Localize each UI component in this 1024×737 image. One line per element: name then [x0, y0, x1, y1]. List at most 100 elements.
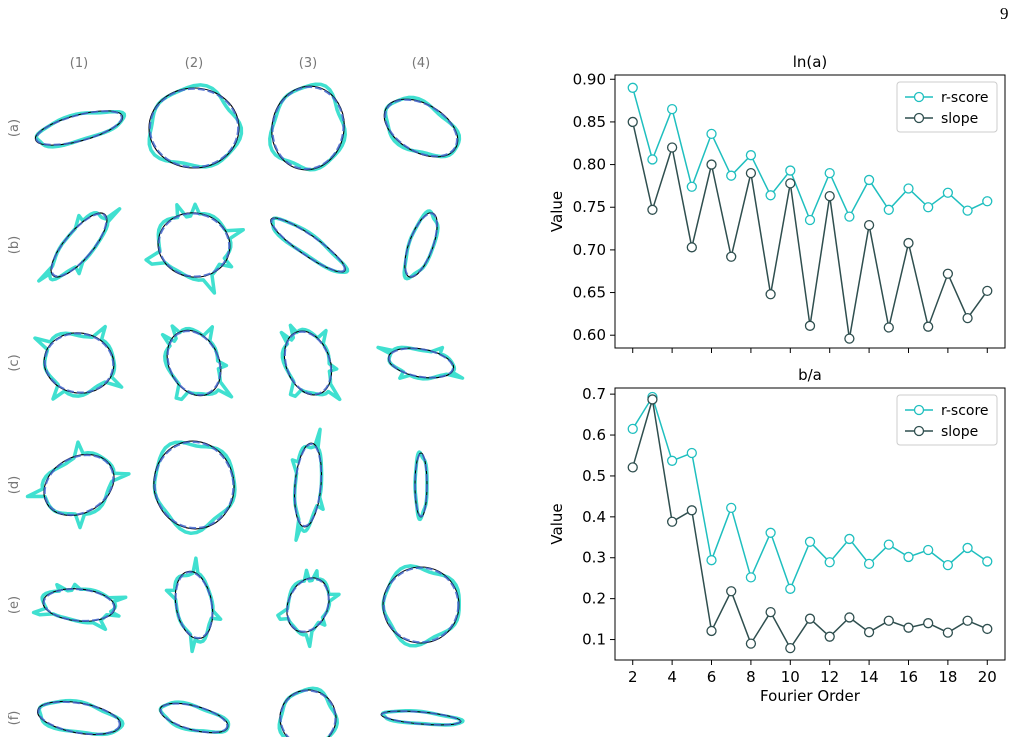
series-point-r-score — [923, 202, 934, 213]
y-axis-label: Value — [548, 191, 566, 232]
series-point-slope — [804, 613, 816, 624]
series-point-slope — [923, 321, 934, 332]
y-tick-label: 0.5 — [582, 467, 606, 485]
series-point-slope — [686, 505, 697, 516]
cell-fourier-fit — [283, 330, 333, 396]
column-label: (3) — [299, 56, 317, 71]
y-axis-label: Value — [548, 503, 566, 544]
cell-fourier-fit — [271, 86, 345, 170]
series-point-r-score — [982, 556, 993, 567]
x-tick-label: 12 — [820, 668, 839, 686]
cell-fourier-fit — [37, 700, 121, 736]
cell-contour — [37, 698, 125, 737]
series-point-r-score — [824, 557, 835, 568]
column-label: (4) — [412, 56, 430, 71]
y-tick-label: 0.85 — [573, 113, 606, 131]
series-point-r-score — [804, 214, 816, 226]
x-tick-label: 8 — [746, 668, 756, 686]
series-point-slope — [666, 142, 678, 153]
cell-contour — [33, 324, 124, 401]
x-tick-label: 16 — [899, 668, 918, 686]
legend-label: r-score — [941, 403, 989, 419]
series-point-slope — [863, 219, 875, 231]
cell-fit-ellipse — [153, 440, 235, 530]
cell-fourier-fit — [166, 330, 222, 396]
series-point-slope — [942, 268, 954, 279]
column-label: (1) — [70, 56, 88, 71]
series-point-r-score — [686, 181, 697, 192]
series-point-slope — [844, 612, 855, 623]
series-point-r-score — [765, 527, 776, 538]
page-number: 9 — [1000, 4, 1009, 23]
series-point-r-score — [686, 447, 697, 459]
series-point-slope — [982, 285, 993, 296]
cell-fit-ellipse — [157, 212, 231, 278]
series-point-slope — [647, 204, 658, 215]
series-point-slope — [962, 615, 973, 626]
cell-fourier-fit — [50, 212, 108, 278]
x-tick-label: 4 — [667, 668, 677, 686]
legend-label: slope — [941, 424, 978, 440]
series-point-slope — [706, 625, 717, 637]
series-point-slope — [942, 627, 954, 638]
series-point-slope — [627, 116, 638, 128]
chart-ln-a: ln(a) Value 0.60 0.65 0.70 0.75 0.80 0.85 0.90 r-… — [548, 53, 1006, 353]
series-point-slope — [726, 251, 737, 262]
series-point-r-score — [942, 187, 954, 198]
series-point-r-score — [863, 174, 875, 186]
series-point-r-score — [883, 539, 894, 550]
cell-fit-ellipse — [271, 85, 345, 171]
cell-fourier-fit — [159, 702, 229, 734]
cell-fourier-fit — [157, 212, 231, 278]
y-tick-label: 0.1 — [582, 631, 606, 649]
y-tick-label: 0.7 — [582, 385, 606, 403]
series-point-r-score — [824, 167, 835, 179]
row-label: (a) — [7, 119, 22, 137]
cell-fourier-fit — [293, 442, 323, 528]
series-point-slope — [824, 631, 835, 642]
series-point-r-score — [844, 211, 855, 222]
cell-fourier-fit — [380, 710, 462, 726]
cell-fourier-fit — [43, 332, 115, 394]
row-label: (f) — [7, 711, 22, 726]
series-point-r-score — [666, 103, 678, 115]
row-label: (c) — [7, 354, 22, 371]
x-tick-label: 2 — [628, 668, 638, 686]
series-point-slope — [765, 606, 776, 618]
x-tick-label: 14 — [860, 668, 879, 686]
series-point-slope — [706, 159, 717, 170]
cell-fourier-fit — [382, 566, 460, 644]
series-point-slope — [686, 242, 697, 253]
series-point-r-score — [706, 128, 717, 140]
x-tick-label: 10 — [781, 668, 800, 686]
series-point-r-score — [785, 165, 796, 176]
shape-grid: (1) (2) (3) (4) (a) (b) (c) (d) (e) (f) — [7, 56, 465, 737]
legend-marker — [913, 91, 925, 103]
series-point-slope — [785, 642, 796, 654]
y-tick-label: 0.3 — [582, 549, 606, 567]
series-point-r-score — [785, 583, 796, 594]
y-tick-label: 0.90 — [573, 70, 606, 88]
series-point-slope — [903, 622, 914, 633]
series-point-r-score — [726, 170, 737, 181]
cell-fourier-fit — [148, 87, 240, 169]
cell-fourier-fit — [35, 110, 123, 146]
series-point-r-score — [942, 559, 954, 571]
cell-fourier-fit — [43, 454, 115, 516]
series-point-r-score — [982, 196, 993, 207]
series-point-r-score — [903, 183, 914, 194]
cell-contour — [147, 83, 244, 169]
y-tick-label: 0.65 — [573, 284, 606, 302]
chart-b-over-a: b/a Value 0.1 0.2 0.3 0.4 0.5 0.6 0.7 2 4 6 8 10 12 14 1… — [548, 366, 1006, 705]
series-point-slope — [883, 322, 894, 333]
series-point-slope — [923, 618, 934, 629]
series-point-r-score — [627, 423, 638, 435]
series-point-slope — [726, 586, 737, 597]
column-label: (2) — [185, 56, 203, 71]
cell-fourier-fit — [270, 217, 346, 273]
series-point-r-score — [745, 572, 757, 583]
series-point-slope — [844, 333, 855, 344]
y-tick-label: 0.75 — [573, 198, 606, 216]
plot-frame — [614, 74, 1006, 349]
row-label: (d) — [7, 476, 22, 494]
